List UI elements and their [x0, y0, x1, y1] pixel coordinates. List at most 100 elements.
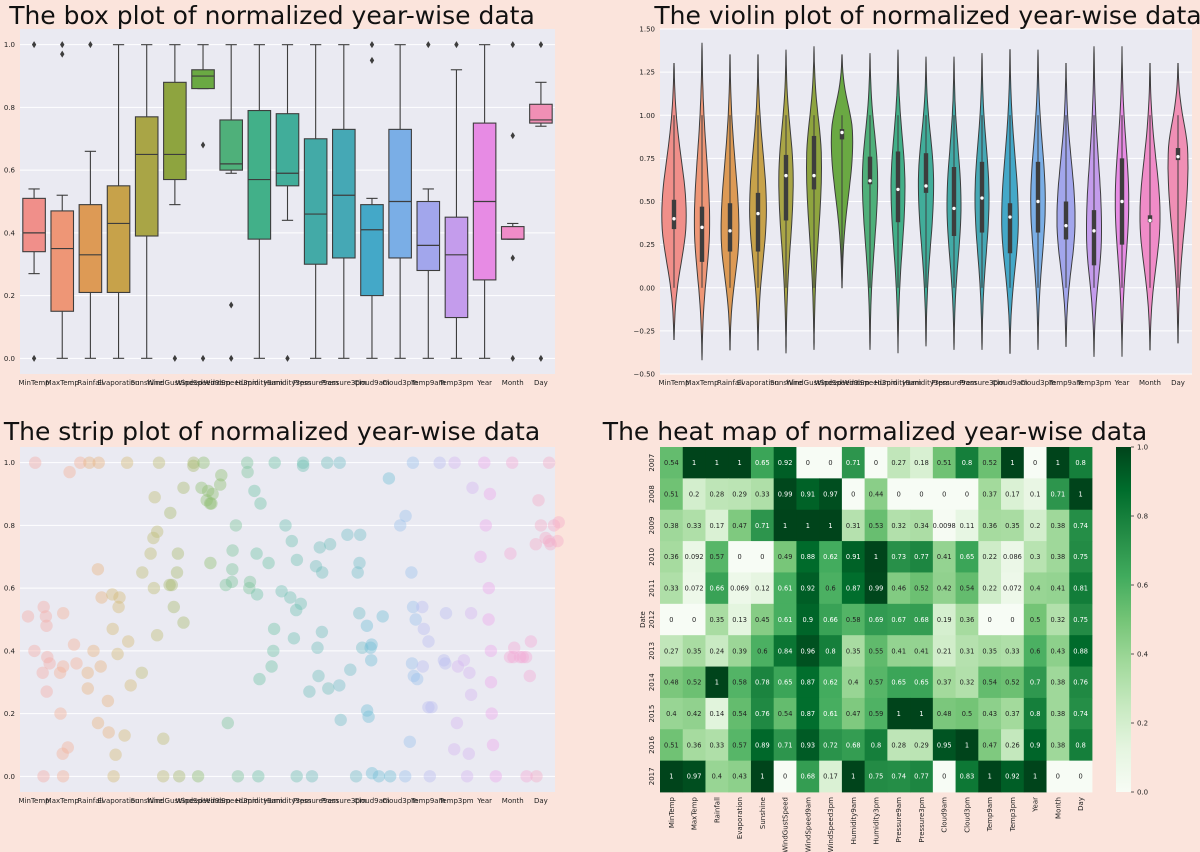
strip-point [29, 456, 42, 469]
heatmap-value: 0.8 [1075, 741, 1086, 749]
heatmap-cell [1023, 509, 1047, 542]
chart-title: The violin plot of normalized year-wise … [653, 1, 1200, 30]
y-tick-label: 1.25 [639, 69, 655, 77]
box-Month [500, 41, 525, 362]
heatmap-value: 0.24 [709, 647, 724, 655]
heatmap-value: 0.2 [1030, 522, 1041, 530]
heatmap-cell [864, 603, 888, 636]
violin-median-dot [784, 173, 788, 178]
strip-point [532, 494, 545, 507]
heatmap-cell [796, 447, 820, 479]
strip-point [111, 647, 124, 661]
heatmap-value: 0.4 [1030, 585, 1041, 593]
violin-iqr-box [923, 153, 929, 193]
heatmap-value: 1 [715, 679, 719, 687]
box-WindSpeed3pm [219, 44, 243, 362]
violin-Year [1114, 46, 1130, 357]
heatmap-cell [773, 541, 797, 573]
violin-iqr-box [1147, 215, 1153, 223]
strip-point [506, 456, 519, 469]
column-label: Month [1054, 797, 1062, 819]
heatmap-value: 0.54 [982, 679, 997, 687]
heatmap-value: 0.71 [778, 741, 793, 749]
x-tick-label: Temp3pm [438, 797, 474, 805]
strip-point [91, 563, 105, 576]
strip-point [296, 456, 310, 469]
violin-median-dot [728, 229, 732, 233]
heatmap-value: 0.36 [982, 522, 997, 530]
heatmap-value: 0.71 [1051, 490, 1066, 498]
heatmap-value: 0.5 [962, 710, 973, 718]
violin-median-dot [840, 130, 844, 135]
box-Sunshine [134, 44, 159, 359]
heatmap-cell [682, 541, 706, 573]
heatmap-cell [932, 697, 956, 730]
strip-point [547, 519, 561, 532]
x-tick-label: Cloud9am [354, 797, 390, 805]
heatmap-value: 0 [692, 616, 696, 624]
heatmap-cell [1069, 541, 1093, 573]
heatmap-cell [819, 603, 843, 636]
violin-Pressure3pm [974, 53, 990, 350]
strip-point [83, 456, 96, 469]
x-tick-label: Month [1139, 379, 1161, 387]
heatmap-value: 0.8 [871, 741, 882, 749]
box-WindGustSpeed [163, 44, 187, 362]
heatmap-value: 1 [1010, 459, 1014, 467]
box-MinTemp [22, 41, 46, 362]
heatmap-cell [796, 603, 820, 636]
colorbar-tick-label: 0.6 [1137, 582, 1149, 590]
violin-iqr-box [811, 135, 817, 190]
heatmap-cell [660, 635, 684, 667]
heatmap-value: 0.74 [1073, 522, 1088, 530]
strip-point [53, 666, 67, 679]
heatmap-value: 0.75 [869, 773, 884, 781]
strip-point [120, 456, 134, 469]
strip-point [360, 704, 374, 717]
x-tick-label: Cloud3pm [1020, 379, 1056, 387]
heatmap-cell [955, 478, 979, 511]
box-iqr [247, 109, 272, 240]
heatmap-value: 0.14 [709, 710, 724, 718]
heatmap-value: 0.48 [937, 710, 952, 718]
heatmap-value: 0.4 [666, 710, 677, 718]
heatmap-cell [910, 447, 934, 479]
strip-point [40, 619, 53, 632]
heatmap-value: 0.65 [755, 459, 770, 467]
heatmap-cell [682, 478, 706, 511]
heatmap-cell [1046, 509, 1070, 542]
violin-Day [1167, 63, 1189, 344]
box-Cloud9am [360, 41, 384, 359]
strip-point [21, 610, 35, 623]
x-tick-label: Sunshine [770, 379, 802, 387]
heatmap-value: 0.97 [687, 773, 702, 781]
heatmap-cell [887, 447, 911, 479]
heatmap-cell [887, 635, 911, 667]
strip-point [285, 534, 298, 548]
strip-point [177, 616, 190, 629]
strip-point [504, 547, 517, 560]
heatmap-cell [910, 697, 934, 730]
heatmap-value: 0.71 [755, 522, 770, 530]
heatmap-cell [1001, 447, 1025, 479]
heatmap-value: 1 [669, 773, 673, 781]
heatmap-value: 0.66 [823, 616, 838, 624]
heatmap-cell [705, 541, 729, 573]
heatmap-value: 0.68 [914, 616, 929, 624]
strip-point [460, 770, 474, 783]
heatmap-cell [955, 541, 979, 573]
violin-median-dot [1008, 215, 1012, 219]
heatmap-value: 1 [1056, 459, 1060, 467]
heatmap-value: 0.4 [712, 773, 723, 781]
heatmap-value: 0.32 [1051, 616, 1066, 624]
x-tick-label: Temp3pm [438, 379, 474, 387]
heatmap-cell [728, 635, 752, 667]
heatmap-cell [978, 729, 1002, 762]
box-iqr [219, 119, 243, 171]
heatmap-cell [1023, 760, 1047, 793]
outlier-point [200, 141, 206, 149]
heatmap-cell [750, 760, 775, 793]
heatmap-value: 0.76 [755, 710, 770, 718]
heatmap-value: 0.086 [1003, 553, 1022, 561]
heatmap-value: 0 [942, 490, 946, 498]
